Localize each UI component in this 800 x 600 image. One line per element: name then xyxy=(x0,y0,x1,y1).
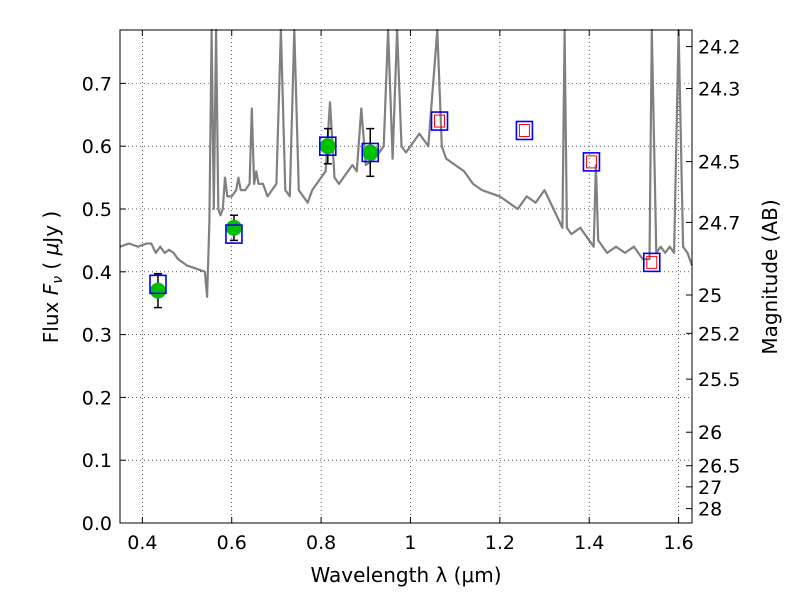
model-square xyxy=(225,224,243,244)
x-tick-label: 1.6 xyxy=(663,532,693,554)
magnitude-tick-label: 24.2 xyxy=(698,37,740,59)
y-tick-label: 0.6 xyxy=(82,136,112,158)
x-tick-label: 0.4 xyxy=(127,532,157,554)
magnitude-tick-label: 26 xyxy=(698,422,722,444)
model-square xyxy=(361,142,380,163)
predicted-square xyxy=(585,155,597,169)
y-tick-label: 0.4 xyxy=(82,262,112,284)
magnitude-tick-label: 25.2 xyxy=(698,323,740,345)
observed-point xyxy=(225,219,242,236)
magnitude-tick-label: 24.3 xyxy=(698,79,740,101)
x-tick-label: 1.2 xyxy=(485,532,515,554)
y-tick-label: 0.7 xyxy=(82,73,112,95)
magnitude-tick-label: 24.7 xyxy=(698,212,740,234)
model-square xyxy=(582,152,601,172)
x-tick-label: 0.6 xyxy=(217,532,247,554)
magnitude-tick-label: 25.5 xyxy=(698,369,740,391)
y-tick-label: 0.2 xyxy=(82,387,112,409)
magnitude-tick-label: 25 xyxy=(698,285,722,307)
observed-point xyxy=(149,282,166,299)
observed-point xyxy=(362,144,379,161)
spectrum-line xyxy=(119,28,694,298)
model-square xyxy=(642,252,661,273)
x-axis-label: Wavelength λ (μm) xyxy=(310,563,501,587)
observed-point xyxy=(319,138,336,155)
predicted-square xyxy=(434,114,446,128)
x-tick-label: 0.8 xyxy=(306,532,336,554)
x-tick-label: 1 xyxy=(404,532,416,554)
plot-series xyxy=(119,28,694,309)
model-square xyxy=(515,120,534,141)
magnitude-tick-label: 24.5 xyxy=(698,152,740,174)
secondary-y-axis-label: Magnitude (AB) xyxy=(758,199,782,354)
predicted-square xyxy=(518,123,530,137)
y-tick-label: 0.3 xyxy=(82,325,112,347)
plot-frame xyxy=(119,29,693,524)
x-tick-label: 1.4 xyxy=(574,532,604,554)
model-square xyxy=(430,111,449,131)
y-tick-label: 0.1 xyxy=(82,450,112,472)
y-tick-label: 0.0 xyxy=(82,513,112,535)
y-tick-label: 0.5 xyxy=(82,199,112,221)
magnitude-tick-label: 28 xyxy=(698,499,722,521)
axes: 0.4 0.6 0.8 1 1.2 1.4 1.6 0.0 0.1 0.2 0.3 0.4 0.5 0.6… xyxy=(82,30,740,554)
predicted-square xyxy=(646,255,658,269)
magnitude-tick-label: 26.5 xyxy=(698,456,740,478)
model-square xyxy=(149,274,167,295)
model-square xyxy=(318,136,337,156)
magnitude-tick-label: 27 xyxy=(698,477,722,499)
y-axis-label: Flux Fν ( μJy ) xyxy=(39,211,66,343)
